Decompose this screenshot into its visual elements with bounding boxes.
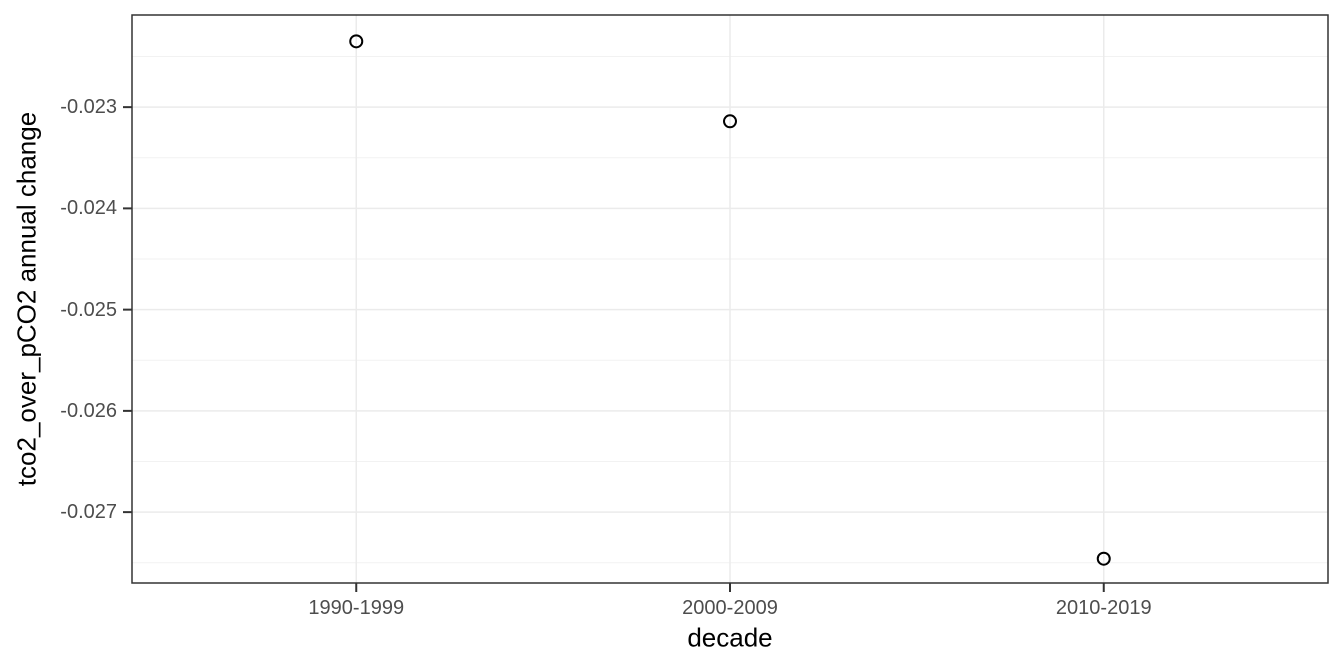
y-tick-label: -0.023 <box>60 96 117 119</box>
x-tick-label: 2010-2019 <box>1055 597 1152 619</box>
data-point <box>349 34 364 49</box>
y-tick-label: -0.027 <box>60 501 117 524</box>
data-point <box>1096 551 1111 566</box>
y-tick-label: -0.025 <box>60 298 117 321</box>
y-tick-label: -0.024 <box>60 197 117 220</box>
x-tick-label: 2000-2009 <box>682 597 778 619</box>
x-axis-title: decade <box>687 622 773 653</box>
data-point <box>723 114 737 129</box>
y-axis-title: tco2_over_pCO2 annual change <box>11 111 42 487</box>
y-tick-label: -0.026 <box>60 399 117 422</box>
x-tick-label: 1990-1999 <box>308 597 405 619</box>
